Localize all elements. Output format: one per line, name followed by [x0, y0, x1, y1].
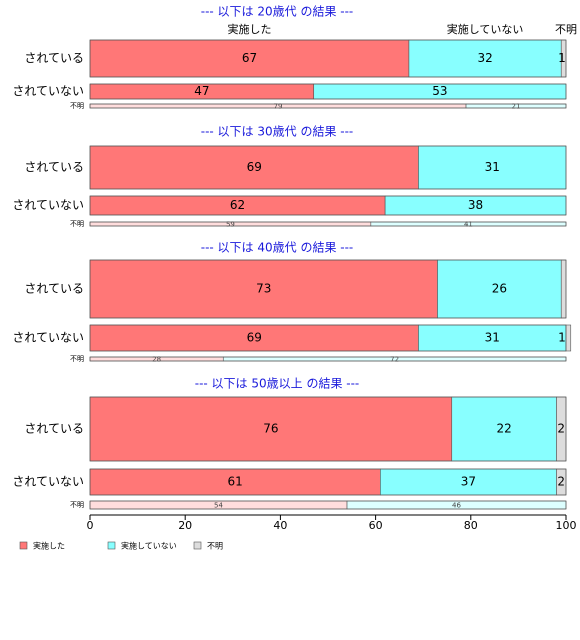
row-label: されている	[24, 282, 84, 296]
value-label: 2	[557, 422, 565, 436]
row-label: 不明	[70, 220, 84, 228]
value-label: 22	[496, 422, 511, 436]
panel-title: --- 以下は 50歳以上 の結果 ---	[195, 377, 360, 391]
bar-frame	[89, 468, 567, 496]
header-label: 不明	[555, 23, 577, 36]
value-label: 73	[256, 282, 271, 296]
value-label: 76	[263, 422, 278, 436]
legend-swatch	[193, 541, 202, 550]
bar-segment	[408, 39, 562, 78]
value-label: 37	[461, 475, 476, 489]
row-label: 不明	[70, 501, 84, 509]
x-tick-label: 0	[87, 519, 94, 532]
bar-frame	[89, 195, 567, 216]
row-label: されていない	[12, 331, 84, 345]
value-label: 53	[432, 84, 447, 98]
row-label: 不明	[70, 355, 84, 363]
value-label: 47	[194, 84, 209, 98]
legend-label: 実施していない	[121, 541, 177, 551]
bar-segment	[89, 39, 410, 78]
value-label: 79	[274, 103, 283, 111]
header-label: 実施した	[227, 22, 271, 36]
x-tick-label: 80	[464, 519, 478, 532]
bar-segment	[380, 468, 557, 496]
x-tick-label: 100	[556, 519, 577, 532]
bar-segment	[451, 396, 557, 462]
value-label: 67	[242, 51, 257, 65]
value-label: 72	[390, 356, 399, 364]
bar-frame	[89, 39, 567, 78]
legend-swatch	[19, 541, 28, 550]
value-label: 46	[452, 502, 461, 510]
row-label: されていない	[12, 198, 84, 212]
bar-frame	[89, 324, 567, 352]
bar-segment	[560, 259, 567, 319]
bar-frame	[89, 221, 567, 227]
value-label: 28	[152, 356, 161, 364]
x-tick-label: 40	[273, 519, 287, 532]
value-label: 54	[214, 502, 223, 510]
row-label: されていない	[12, 84, 84, 98]
panel-title: --- 以下は 30歳代 の結果 ---	[201, 125, 354, 139]
value-label: 41	[464, 221, 473, 229]
bar-frame	[89, 145, 567, 190]
row-label: されている	[24, 51, 84, 65]
value-label: 69	[247, 160, 262, 174]
bar-segment	[418, 145, 567, 190]
bar-frame	[89, 396, 567, 462]
panel-title: --- 以下は 20歳代 の結果 ---	[201, 5, 354, 19]
bar-frame	[89, 500, 567, 510]
bar-frame	[89, 83, 567, 100]
legend-swatch	[107, 541, 116, 550]
row-label: されていない	[12, 475, 84, 489]
value-label: 2	[557, 475, 565, 489]
value-label: 21	[512, 103, 521, 111]
bar-segment	[89, 145, 419, 190]
value-label: 31	[485, 160, 500, 174]
panel-title: --- 以下は 40歳代 の結果 ---	[201, 241, 354, 255]
row-label: 不明	[70, 102, 84, 110]
bar-segment	[89, 468, 381, 496]
bar-frame	[89, 356, 567, 362]
header-label: 実施していない	[447, 22, 524, 36]
value-label: 38	[468, 198, 483, 212]
bar-segment	[565, 324, 572, 352]
bar-frame	[89, 103, 567, 109]
value-label: 62	[230, 198, 245, 212]
value-label: 32	[477, 51, 492, 65]
x-tick-label: 20	[178, 519, 192, 532]
legend-label: 実施した	[33, 541, 65, 551]
bar-frame	[89, 259, 567, 319]
bar-segment	[89, 259, 438, 319]
value-label: 1	[558, 51, 566, 65]
value-label: 1	[558, 331, 566, 345]
bar-segment	[437, 259, 562, 319]
legend-label: 不明	[207, 542, 223, 551]
value-label: 59	[226, 221, 235, 229]
value-label: 69	[247, 331, 262, 345]
bar-segment	[89, 324, 419, 352]
row-label: されている	[24, 160, 84, 174]
value-label: 31	[485, 331, 500, 345]
x-tick-label: 60	[369, 519, 383, 532]
value-label: 26	[492, 282, 507, 296]
value-label: 61	[228, 475, 243, 489]
row-label: されている	[24, 422, 84, 436]
